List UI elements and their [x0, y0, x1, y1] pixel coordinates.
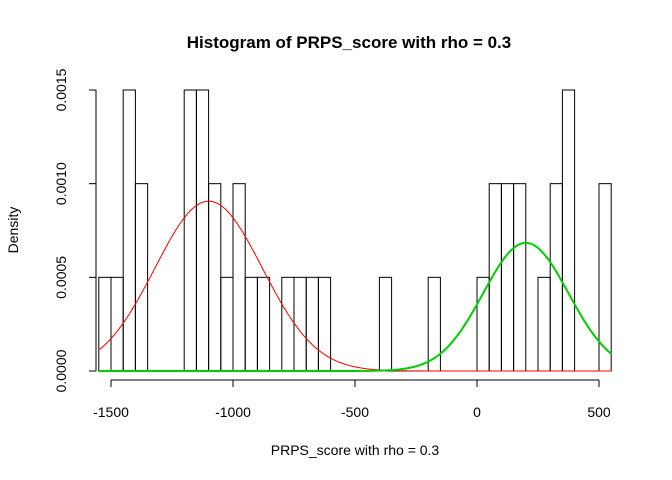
x-tick-label: -1000	[215, 404, 251, 420]
x-tick-label: -500	[341, 404, 369, 420]
histogram-bar	[513, 183, 527, 372]
density-curves	[98, 200, 612, 372]
histogram-bar	[122, 89, 136, 372]
y-axis-label: Density	[5, 207, 21, 254]
histogram-bar	[500, 183, 515, 372]
y-tick-label: 0.0000	[53, 349, 69, 392]
histogram-bar	[134, 183, 149, 372]
histogram-bar	[232, 183, 246, 372]
histogram-bar	[256, 276, 271, 372]
histogram-bar	[293, 276, 307, 372]
density-curve-2	[98, 241, 612, 372]
x-tick-label: 0	[473, 404, 481, 420]
density-curve-1	[98, 200, 612, 372]
histogram-bar	[244, 276, 258, 372]
histogram-bar	[537, 276, 551, 372]
y-tick-label: 0.0015	[53, 68, 69, 111]
histogram-bar	[561, 89, 576, 372]
histogram-bar	[183, 89, 197, 372]
histogram-bar	[110, 276, 124, 372]
histogram-bar	[98, 276, 112, 372]
histogram-bar	[208, 183, 222, 372]
histogram-bar	[305, 276, 319, 372]
chart-title: Histogram of PRPS_score with rho = 0.3	[187, 33, 512, 52]
y-axis: 0.0000 0.0005 0.0010 0.0015	[53, 68, 97, 392]
histogram-bar	[220, 276, 234, 372]
y-tick-label: 0.0005	[53, 256, 69, 299]
x-tick-label: -1500	[93, 404, 129, 420]
x-axis: -1500 -1000 -500 0 500	[93, 379, 611, 420]
histogram-bar	[378, 276, 393, 372]
y-tick-label: 0.0010	[53, 162, 69, 205]
x-tick-label: 500	[587, 404, 611, 420]
histogram-bar	[281, 276, 295, 372]
x-axis-label: PRPS_score with rho = 0.3	[271, 442, 440, 458]
histogram-bar	[195, 89, 210, 372]
